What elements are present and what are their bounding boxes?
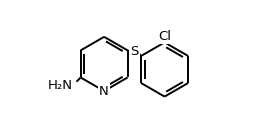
Text: Cl: Cl [158, 30, 171, 43]
Text: S: S [130, 45, 139, 58]
Text: H₂N: H₂N [48, 79, 73, 92]
Text: N: N [99, 85, 109, 98]
